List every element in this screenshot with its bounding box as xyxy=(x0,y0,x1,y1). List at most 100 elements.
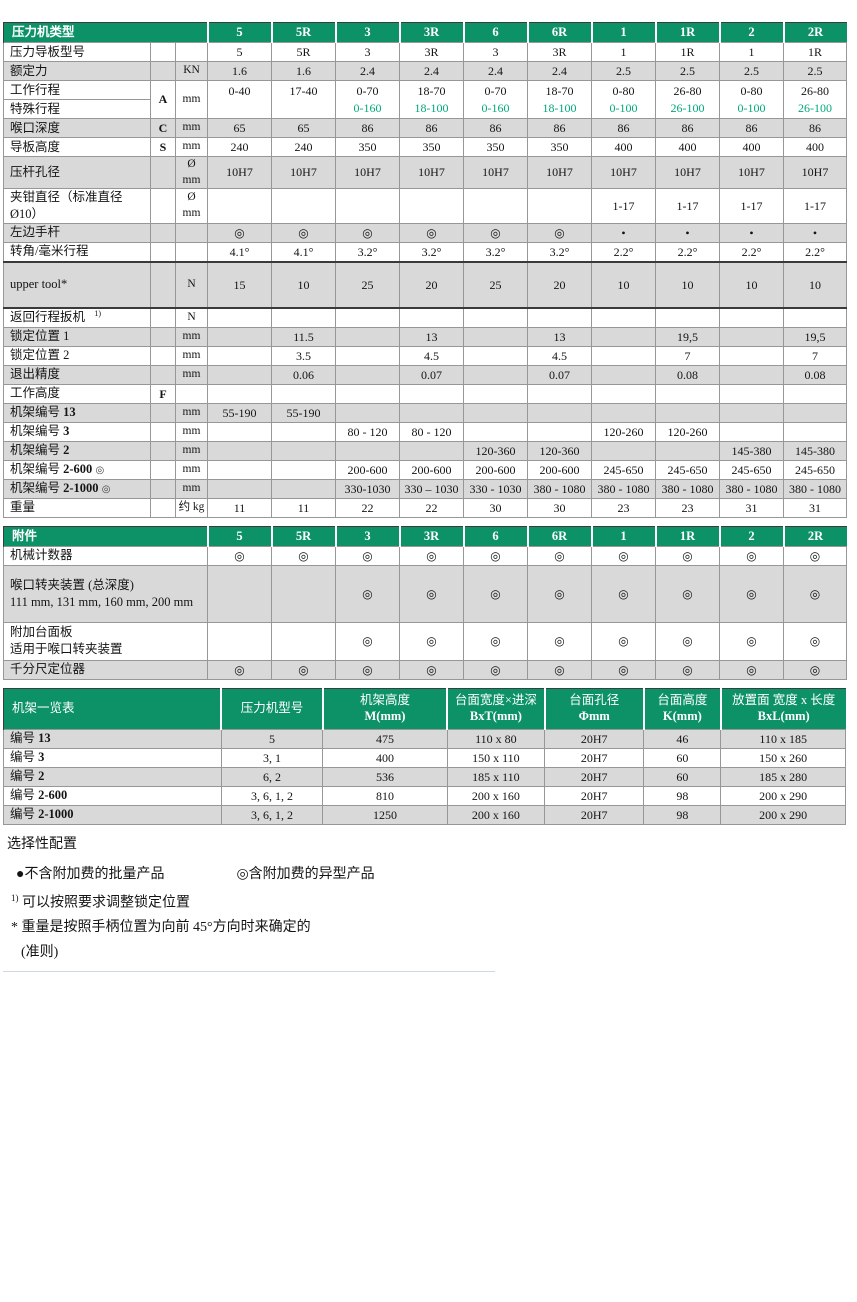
cell xyxy=(719,383,784,404)
section-title: 压力机类型 xyxy=(3,22,208,43)
cell xyxy=(591,402,656,423)
cell xyxy=(207,478,272,499)
cell: 10H7 xyxy=(207,155,272,190)
cell: ◎ xyxy=(655,621,720,661)
cell: 1-17 xyxy=(719,188,784,224)
dimension-letter: F xyxy=(150,383,176,404)
cell: 2.4 xyxy=(527,61,592,81)
cell: 240 xyxy=(271,137,336,157)
cell xyxy=(783,421,847,442)
cell: 3, 1 xyxy=(220,747,324,768)
cell: 2.5 xyxy=(783,61,847,81)
dimension-letter xyxy=(150,42,176,62)
frame-table-title: 机架一览表 xyxy=(3,687,222,730)
unit-cell: mm xyxy=(175,137,208,157)
cell xyxy=(335,307,400,328)
cell: 110 x 80 xyxy=(446,728,546,749)
cell: 4.1° xyxy=(207,241,272,263)
cell: 0.08 xyxy=(655,364,720,385)
cell: 200 x 290 xyxy=(720,804,846,825)
row-label: 转角/毫米行程 xyxy=(3,241,151,263)
cell: 20H7 xyxy=(544,804,645,825)
cell: 10H7 xyxy=(783,155,847,190)
frame-column-header: 机架高度 M(mm) xyxy=(321,687,448,730)
cell: ◎ xyxy=(399,564,464,623)
cell: 240 xyxy=(207,137,272,157)
column-header: 5R xyxy=(270,22,336,43)
row-label: 机架编号 13 xyxy=(3,402,151,423)
unit-cell: mm xyxy=(175,80,208,119)
cell: 0.08 xyxy=(783,364,847,385)
cell: 200-600 xyxy=(463,459,528,480)
frame-column-header: 放置面 宽度 x 长度 BxL(mm) xyxy=(719,687,846,730)
cell: ◎ xyxy=(335,659,400,680)
cell: ◎ xyxy=(655,564,720,623)
table-row: 机架编号 3 mm 80 - 120 80 - 120 120-260 120-260 xyxy=(3,421,847,442)
cell: • xyxy=(719,222,784,243)
cell: 2.4 xyxy=(399,61,464,81)
cell: 98 xyxy=(643,785,722,806)
notes-title: 选择性配置 xyxy=(7,836,77,852)
cell: 150 x 260 xyxy=(720,747,846,768)
cell xyxy=(207,564,272,623)
cell: 380 - 1080 xyxy=(527,478,592,499)
cell xyxy=(271,621,336,661)
dimension-letter: A xyxy=(150,80,176,119)
cell: ◎ xyxy=(207,545,272,566)
table-row: 千分尺定位器 ◎ ◎ ◎ ◎ ◎ ◎ ◎ ◎ ◎ ◎ xyxy=(3,659,847,680)
cell: 60 xyxy=(643,747,722,768)
cell: 1.6 xyxy=(207,61,272,81)
cell: ◎ xyxy=(463,564,528,623)
cell: 200-600 xyxy=(527,459,592,480)
cell: 2.5 xyxy=(719,61,784,81)
cell: 1-17 xyxy=(655,188,720,224)
column-header: 3 xyxy=(334,22,400,43)
cell xyxy=(783,383,847,404)
cell xyxy=(271,307,336,328)
cell xyxy=(783,307,847,328)
cell: 1-17 xyxy=(783,188,847,224)
cell: ◎ xyxy=(335,545,400,566)
cell xyxy=(271,478,336,499)
spec-sheet-page: 压力机类型 5 5R 3 3R 6 6R 1 1R 2 2R 压力导板型号 5 5R 3 3R 3 3R 1 1R 1 1… xyxy=(3,22,847,973)
column-header: 1R xyxy=(654,525,720,547)
row-label: 重量 xyxy=(3,497,151,518)
cell: 20 xyxy=(527,260,592,309)
unit-cell: mm xyxy=(175,440,208,461)
cell xyxy=(335,440,400,461)
cell: 3.5 xyxy=(271,345,336,366)
cell: 400 xyxy=(591,137,656,157)
cell: ◎ xyxy=(335,222,400,243)
cell: 400 xyxy=(322,747,448,768)
cell: ◎ xyxy=(719,659,784,680)
cell: 0-40 xyxy=(207,80,272,119)
cell: ◎ xyxy=(207,659,272,680)
cell: 2.4 xyxy=(463,61,528,81)
cell xyxy=(463,383,528,404)
frame-column-header: 压力机型号 xyxy=(220,687,323,730)
dimension-letter xyxy=(150,61,176,81)
table-row: upper tool* N 15 10 25 20 25 20 10 10 10 10 xyxy=(3,260,847,309)
unit-cell: mm xyxy=(175,478,208,499)
unit-cell: mm xyxy=(175,402,208,423)
cell: ◎ xyxy=(463,621,528,661)
cell: 185 x 110 xyxy=(446,766,546,787)
cell: 10H7 xyxy=(463,155,528,190)
cell: 23 xyxy=(655,497,720,518)
dimension-letter xyxy=(150,364,176,385)
cell: 30 xyxy=(463,497,528,518)
dimension-letter xyxy=(150,459,176,480)
cell: ◎ xyxy=(399,659,464,680)
cell: 10H7 xyxy=(719,155,784,190)
cell xyxy=(655,307,720,328)
cell xyxy=(271,440,336,461)
table-row: 机架编号 2-600 ◎ mm 200-600 200-600 200-600 200-6… xyxy=(3,459,847,480)
row-label: 编号 13 xyxy=(3,728,222,749)
cell xyxy=(271,383,336,404)
cell: 3.2° xyxy=(399,241,464,263)
cell: 0.06 xyxy=(271,364,336,385)
unit-cell: 约 kg xyxy=(175,497,208,518)
cell: ◎ xyxy=(527,659,592,680)
cell: ◎ xyxy=(207,222,272,243)
row-label: upper tool* xyxy=(3,260,151,309)
